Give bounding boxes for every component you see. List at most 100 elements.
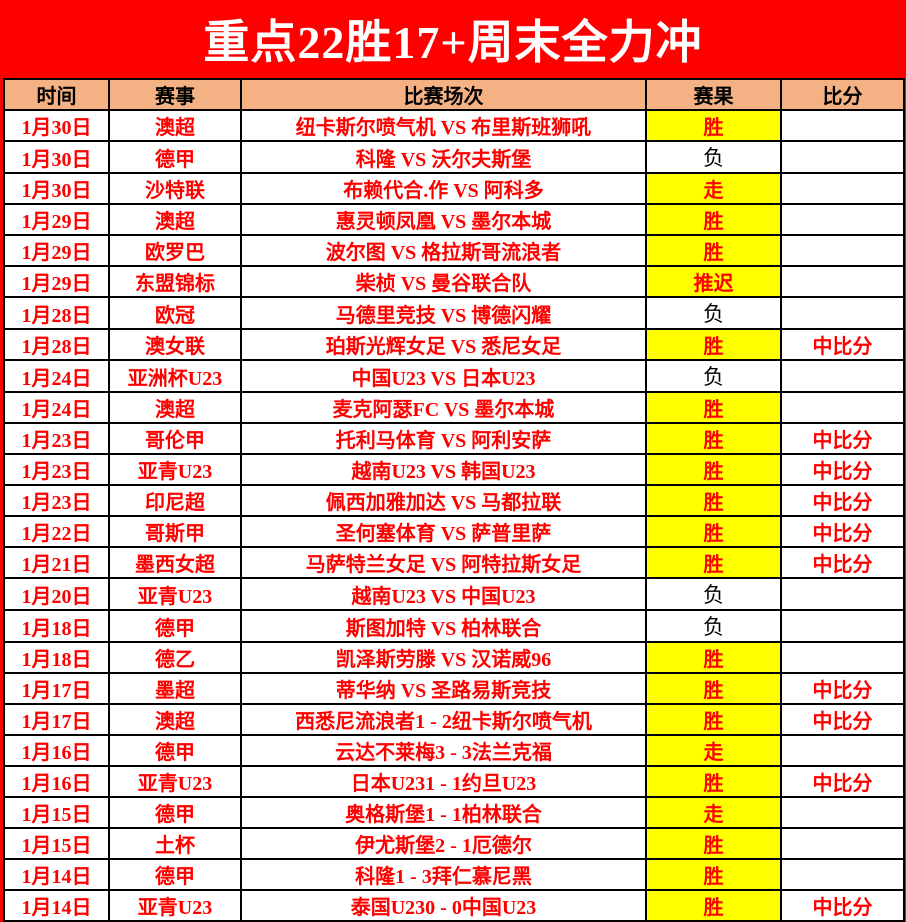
cell-result: 推迟 [645, 265, 782, 298]
cell-result: 胜 [645, 546, 782, 579]
cell-match: 西悉尼流浪者1 - 2纽卡斯尔喷气机 [240, 703, 647, 736]
results-table: 时间 赛事 比赛场次 赛果 比分 1月30日 澳超 纽卡斯尔喷气机 VS 布里斯班狮… [3, 78, 905, 922]
cell-date: 1月24日 [3, 359, 110, 393]
cell-date: 1月18日 [3, 641, 110, 674]
table-row: 1月17日 澳超 西悉尼流浪者1 - 2纽卡斯尔喷气机胜中比分 [3, 703, 905, 736]
cell-league: 德甲 [108, 734, 242, 767]
cell-league: 欧冠 [108, 296, 242, 330]
table-row: 1月23日 亚青U23 越南U23 VS 韩国U23 胜中比分 [3, 453, 905, 486]
table-row: 1月28日 澳女联 珀斯光辉女足 VS 悉尼女足胜中比分 [3, 328, 905, 361]
table-row: 1月14日 德甲 科隆1 - 3拜仁慕尼黑胜 [3, 858, 905, 891]
cell-date: 1月24日 [3, 391, 110, 424]
cell-score: 中比分 [780, 546, 905, 579]
table-row: 1月21日 墨西女超 马萨特兰女足 VS 阿特拉斯女足胜中比分 [3, 546, 905, 579]
cell-league: 印尼超 [108, 484, 242, 517]
cell-score [780, 641, 905, 674]
cell-result: 胜 [645, 672, 782, 705]
cell-score [780, 296, 905, 330]
cell-match: 中国U23 VS 日本U23 [240, 359, 647, 393]
cell-match: 斯图加特 VS 柏林联合 [240, 609, 647, 643]
cell-league: 亚青U23 [108, 577, 242, 611]
cell-match: 圣何塞体育 VS 萨普里萨 [240, 515, 647, 548]
cell-result: 胜 [645, 641, 782, 674]
cell-league: 哥伦甲 [108, 422, 242, 455]
cell-date: 1月28日 [3, 296, 110, 330]
cell-date: 1月18日 [3, 609, 110, 643]
table-row: 1月18日 德甲 斯图加特 VS 柏林联合负 [3, 609, 905, 643]
cell-result: 负 [645, 609, 782, 643]
cell-league: 墨超 [108, 672, 242, 705]
banner-title: 重点22胜17+周末全力冲 [203, 17, 703, 68]
cell-score [780, 827, 905, 860]
cell-league: 土杯 [108, 827, 242, 860]
cell-result: 走 [645, 796, 782, 829]
header-score: 比分 [780, 78, 905, 111]
cell-score: 中比分 [780, 328, 905, 361]
cell-date: 1月29日 [3, 265, 110, 298]
results-table-container: 时间 赛事 比赛场次 赛果 比分 1月30日 澳超 纽卡斯尔喷气机 VS 布里斯班狮… [3, 78, 905, 922]
table-row: 1月24日 澳超 麦克阿瑟FC VS 墨尔本城胜 [3, 391, 905, 424]
header-league: 赛事 [108, 78, 242, 111]
cell-match: 佩西加雅加达 VS 马都拉联 [240, 484, 647, 517]
table-row: 1月29日 澳超 惠灵顿凤凰 VS 墨尔本城胜 [3, 203, 905, 236]
cell-league: 澳超 [108, 703, 242, 736]
cell-date: 1月17日 [3, 672, 110, 705]
table-row: 1月30日 澳超 纽卡斯尔喷气机 VS 布里斯班狮吼胜 [3, 109, 905, 142]
cell-match: 布赖代合.作 VS 阿科多 [240, 172, 647, 205]
cell-score: 中比分 [780, 515, 905, 548]
cell-result: 胜 [645, 234, 782, 267]
cell-score [780, 265, 905, 298]
cell-score: 中比分 [780, 453, 905, 486]
cell-date: 1月22日 [3, 515, 110, 548]
cell-result: 走 [645, 734, 782, 767]
cell-match: 珀斯光辉女足 VS 悉尼女足 [240, 328, 647, 361]
cell-match: 伊尤斯堡2 - 1厄德尔 [240, 827, 647, 860]
cell-date: 1月17日 [3, 703, 110, 736]
cell-result: 负 [645, 296, 782, 330]
cell-league: 沙特联 [108, 172, 242, 205]
cell-score [780, 858, 905, 891]
cell-result: 胜 [645, 109, 782, 142]
cell-league: 澳女联 [108, 328, 242, 361]
cell-score [780, 172, 905, 205]
cell-result: 负 [645, 359, 782, 393]
cell-match: 奥格斯堡1 - 1柏林联合 [240, 796, 647, 829]
table-row: 1月30日 沙特联 布赖代合.作 VS 阿科多走 [3, 172, 905, 205]
cell-match: 柴桢 VS 曼谷联合队 [240, 265, 647, 298]
cell-score [780, 796, 905, 829]
cell-date: 1月16日 [3, 734, 110, 767]
cell-score [780, 734, 905, 767]
table-row: 1月18日 德乙 凯泽斯劳滕 VS 汉诺威96 胜 [3, 641, 905, 674]
cell-league: 亚洲杯U23 [108, 359, 242, 393]
cell-score [780, 577, 905, 611]
table-row: 1月14日 亚青U23 泰国U230 - 0中国U23 胜中比分 [3, 889, 905, 922]
cell-league: 亚青U23 [108, 889, 242, 922]
table-row: 1月28日 欧冠 马德里竞技 VS 博德闪耀负 [3, 296, 905, 330]
cell-score: 中比分 [780, 422, 905, 455]
cell-match: 蒂华纳 VS 圣路易斯竞技 [240, 672, 647, 705]
cell-result: 胜 [645, 453, 782, 486]
cell-score [780, 609, 905, 643]
cell-match: 越南U23 VS 中国U23 [240, 577, 647, 611]
cell-date: 1月29日 [3, 203, 110, 236]
cell-league: 德甲 [108, 796, 242, 829]
cell-league: 德甲 [108, 609, 242, 643]
cell-league: 哥斯甲 [108, 515, 242, 548]
cell-result: 负 [645, 577, 782, 611]
cell-league: 德甲 [108, 858, 242, 891]
cell-score: 中比分 [780, 703, 905, 736]
cell-result: 胜 [645, 515, 782, 548]
cell-date: 1月30日 [3, 140, 110, 174]
table-row: 1月16日 亚青U23 日本U231 - 1约旦U23 胜中比分 [3, 765, 905, 798]
cell-result: 胜 [645, 203, 782, 236]
cell-match: 惠灵顿凤凰 VS 墨尔本城 [240, 203, 647, 236]
cell-result: 胜 [645, 858, 782, 891]
cell-date: 1月28日 [3, 328, 110, 361]
cell-league: 德乙 [108, 641, 242, 674]
cell-date: 1月21日 [3, 546, 110, 579]
cell-league: 东盟锦标 [108, 265, 242, 298]
cell-match: 托利马体育 VS 阿利安萨 [240, 422, 647, 455]
table-row: 1月23日 印尼超 佩西加雅加达 VS 马都拉联胜中比分 [3, 484, 905, 517]
cell-result: 胜 [645, 703, 782, 736]
cell-result: 胜 [645, 765, 782, 798]
